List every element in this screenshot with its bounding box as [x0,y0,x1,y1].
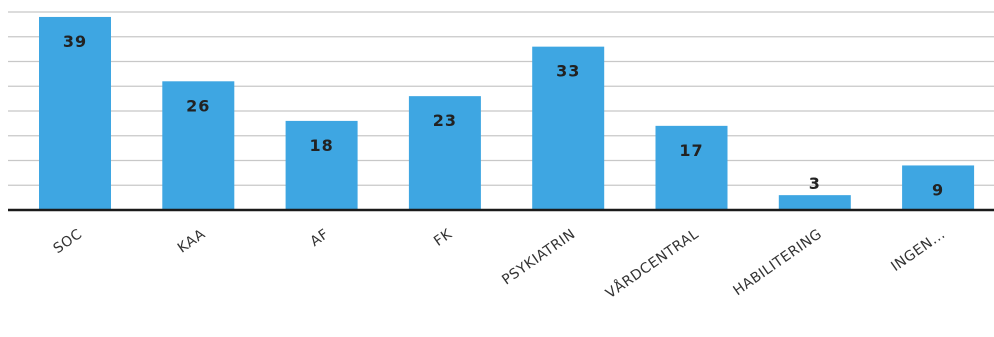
data-label-3: 23 [433,111,457,130]
x-tick-labels: SOC KAA AF FK PSYKIATRIN VÅRDCENTRAL HABILITER… [51,225,949,302]
bar-4 [532,46,605,211]
x-tick-label-4: PSYKIATRIN [499,226,578,288]
bar-7 [902,165,975,210]
x-tick-label-5: VÅRDCENTRAL [602,225,701,302]
data-label-1: 26 [186,96,210,115]
bar-0 [39,16,111,211]
data-label-0: 39 [63,32,87,51]
data-label-5: 17 [679,141,703,160]
bar-1 [162,81,235,210]
data-label-2: 18 [309,136,333,155]
data-label-4: 33 [556,62,580,81]
x-tick-label-1: KAA [175,226,209,256]
bar-3 [408,96,481,210]
data-label-7: 9 [932,180,944,199]
x-tick-label-6: HABILITERING [730,226,825,299]
data-label-6: 3 [809,174,821,193]
bar-2 [285,120,358,210]
x-tick-label-7: INGEN... [888,226,948,275]
x-tick-label-2: AF [307,226,331,250]
x-tick-label-0: SOC [51,226,86,257]
bars [39,16,975,211]
gridlines [8,11,994,186]
bar-6 [778,195,851,210]
bar-5 [655,125,728,210]
x-tick-label-3: FK [431,226,455,250]
